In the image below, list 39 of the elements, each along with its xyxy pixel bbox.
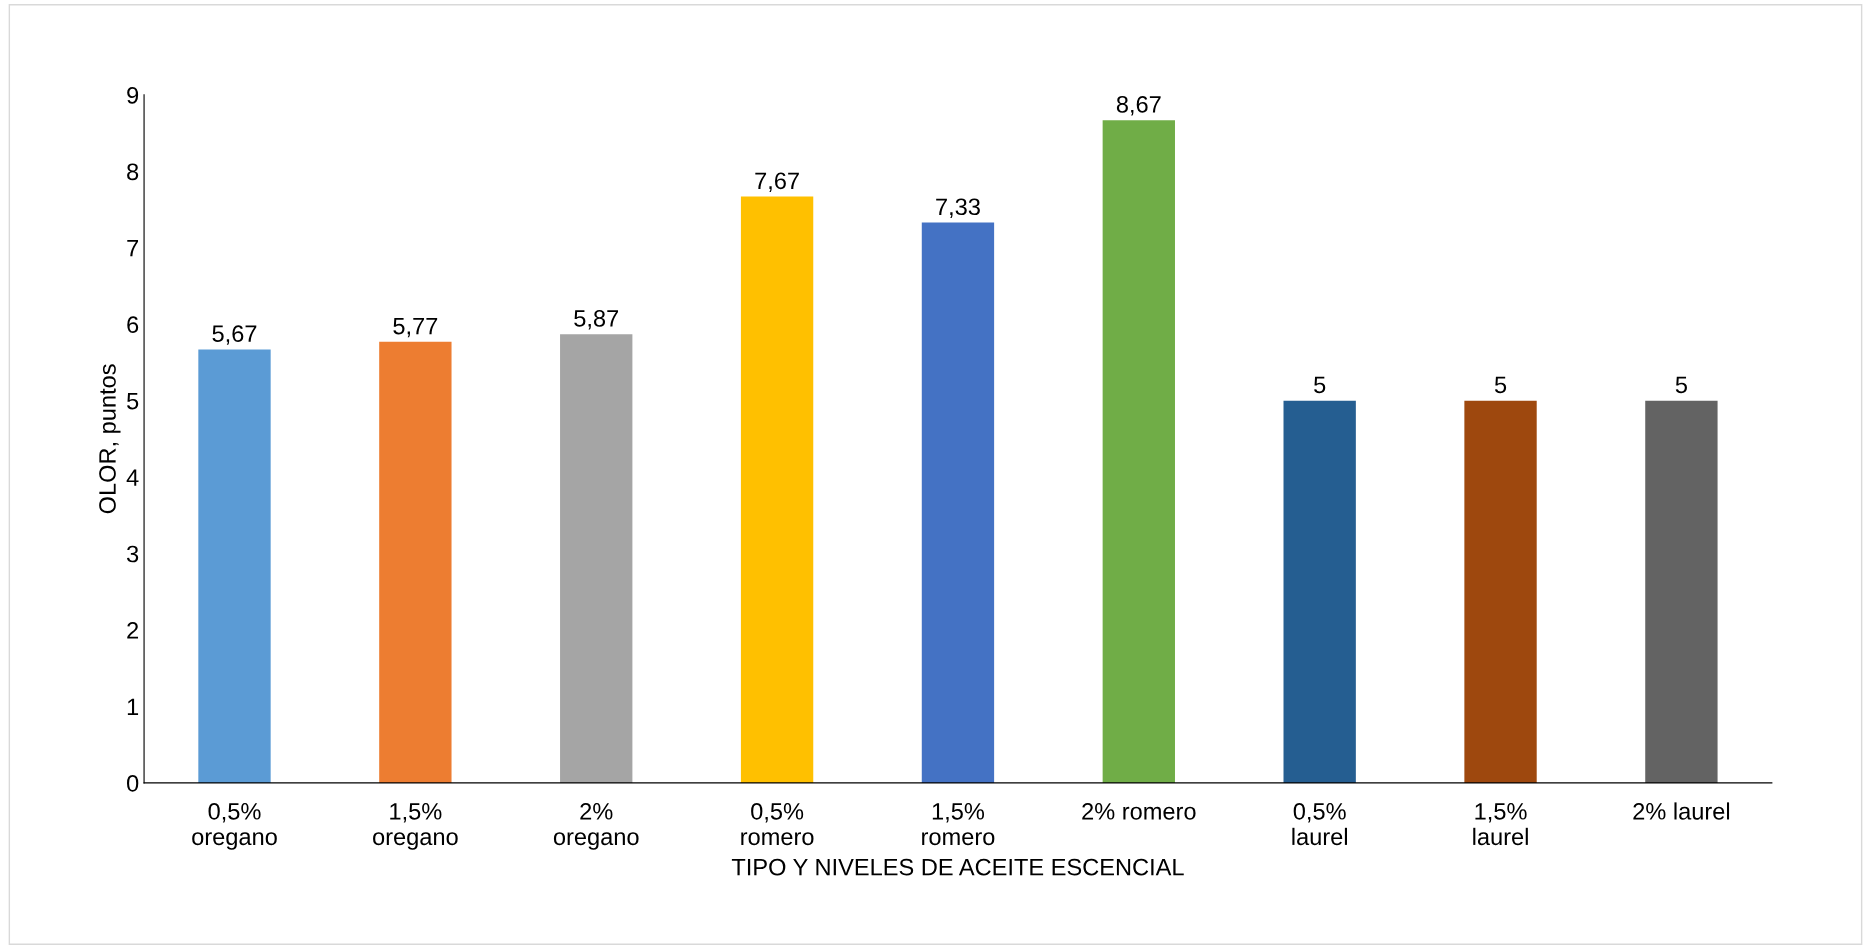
x-tick-label: 2% romero — [1082, 802, 1196, 820]
data-label: 8,67 — [1116, 95, 1161, 116]
bar — [740, 196, 814, 783]
data-label: 5 — [1675, 376, 1687, 394]
data-label: 5 — [1494, 376, 1507, 394]
x-tick-label: 1,5% oregano — [373, 803, 458, 850]
x-tick-label: 1,5% romero — [922, 803, 995, 846]
y-tick-label: 9 — [127, 86, 139, 104]
data-label: 5,67 — [212, 325, 257, 345]
bar — [379, 341, 452, 783]
x-tick-label: 0,5% laurel — [1292, 802, 1347, 846]
bar — [1464, 400, 1537, 783]
bar — [1102, 120, 1175, 783]
bar — [560, 334, 633, 783]
x-tick-label: 0,5% oregano — [192, 802, 277, 850]
x-tick-label: 1,5% laurel — [1473, 803, 1528, 846]
data-label: 5,87 — [574, 310, 619, 330]
data-label: 7,67 — [755, 172, 799, 192]
bar — [198, 349, 271, 783]
data-label: 5 — [1314, 376, 1326, 394]
x-axis-title: TIPO Y NIVELES DE ACEITE ESCENCIAL — [731, 858, 1184, 876]
bar — [1283, 400, 1356, 783]
y-tick-label: 3 — [126, 545, 139, 563]
y-tick-label: 6 — [127, 316, 139, 334]
y-tick-label: 2 — [127, 622, 139, 639]
data-label: 5,77 — [393, 317, 438, 338]
x-tick-label: 2% laurel — [1633, 802, 1730, 820]
x-tick-label: 0,5% romero — [741, 802, 814, 846]
data-label: 7,33 — [936, 198, 980, 218]
x-tick-label: 2% oregano — [553, 802, 639, 850]
y-tick-label: 1 — [127, 698, 139, 716]
bar — [1645, 400, 1718, 783]
y-axis-title: OLOR, puntos — [99, 364, 121, 514]
y-tick-label: 7 — [127, 240, 139, 257]
y-tick-label: 5 — [127, 393, 139, 410]
y-tick-label: 4 — [126, 469, 139, 486]
y-tick-label: 0 — [127, 774, 139, 792]
bar — [921, 222, 995, 783]
y-tick-label: 8 — [127, 163, 139, 181]
